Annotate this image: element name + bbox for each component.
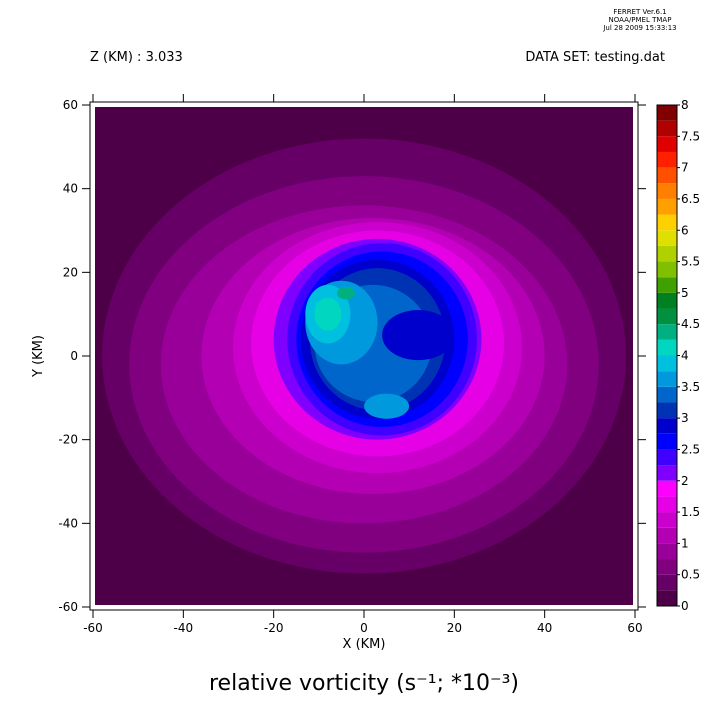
x-tick-label: -40 bbox=[174, 621, 194, 635]
contour-region bbox=[382, 309, 455, 361]
colorbar-swatch bbox=[657, 308, 677, 325]
colorbar-label: 1 bbox=[681, 536, 689, 550]
subtitle-left: Z (KM) : 3.033 bbox=[90, 50, 183, 65]
colorbar-swatch bbox=[657, 574, 677, 591]
colorbar-swatch bbox=[657, 230, 677, 246]
x-tick-label: 20 bbox=[447, 621, 462, 635]
x-tick-label: 0 bbox=[360, 621, 368, 635]
y-tick-label: 60 bbox=[63, 98, 78, 112]
colorbar-label: 8 bbox=[681, 98, 689, 112]
colorbar-swatch bbox=[657, 418, 677, 434]
colorbar-swatch bbox=[657, 355, 677, 372]
colorbar-swatch bbox=[657, 512, 677, 528]
y-axis-label: Y (KM) bbox=[31, 335, 46, 378]
colorbar-swatch bbox=[657, 339, 677, 356]
colorbar-label: 7.5 bbox=[681, 129, 700, 143]
x-tick-label: -20 bbox=[264, 621, 284, 635]
y-tick-label: -20 bbox=[58, 433, 78, 447]
subtitle-right: DATA SET: testing.dat bbox=[525, 50, 665, 65]
contour-region bbox=[364, 393, 410, 419]
header-line: FERRET Ver.6.1 bbox=[613, 8, 666, 16]
colorbar-label: 7 bbox=[681, 161, 689, 175]
colorbar-swatch bbox=[657, 292, 677, 309]
header-line: NOAA/PMEL TMAP bbox=[609, 16, 672, 24]
colorbar-label: 4 bbox=[681, 349, 689, 363]
colorbar-swatch bbox=[657, 543, 677, 560]
colorbar-label: 6 bbox=[681, 223, 689, 237]
colorbar-swatch bbox=[657, 559, 677, 575]
colorbar-label: 1.5 bbox=[681, 505, 700, 519]
colorbar-swatch bbox=[657, 386, 677, 403]
colorbar-label: 4.5 bbox=[681, 317, 700, 331]
colorbar-swatch bbox=[657, 183, 677, 199]
colorbar-label: 0 bbox=[681, 599, 689, 613]
colorbar-label: 6.5 bbox=[681, 192, 700, 206]
x-tick-label: 60 bbox=[627, 621, 642, 635]
chart-title: relative vorticity (s⁻¹; *10⁻³) bbox=[209, 671, 519, 696]
colorbar-label: 3 bbox=[681, 411, 689, 425]
colorbar-label: 3.5 bbox=[681, 380, 700, 394]
colorbar-swatch bbox=[657, 198, 677, 215]
colorbar-swatch bbox=[657, 167, 677, 184]
colorbar-swatch bbox=[657, 245, 677, 262]
colorbar-swatch bbox=[657, 402, 677, 419]
colorbar-swatch bbox=[657, 105, 677, 121]
y-tick-label: 40 bbox=[63, 182, 78, 196]
colorbar-swatch bbox=[657, 261, 677, 278]
colorbar-swatch bbox=[657, 214, 677, 231]
colorbar-swatch bbox=[657, 324, 677, 340]
colorbar-swatch bbox=[657, 590, 677, 606]
colorbar-label: 2 bbox=[681, 474, 689, 488]
colorbar-swatch bbox=[657, 277, 677, 293]
colorbar-swatch bbox=[657, 480, 677, 497]
y-tick-label: 20 bbox=[63, 265, 78, 279]
contour-region bbox=[314, 297, 342, 331]
colorbar-label: 5 bbox=[681, 286, 689, 300]
header-line: Jul 28 2009 15:33:13 bbox=[602, 24, 676, 32]
colorbar-label: 0.5 bbox=[681, 568, 700, 582]
colorbar-swatch bbox=[657, 449, 677, 466]
colorbar-swatch bbox=[657, 120, 677, 137]
colorbar-label: 5.5 bbox=[681, 255, 700, 269]
x-tick-label: 40 bbox=[537, 621, 552, 635]
colorbar-swatch bbox=[657, 371, 677, 387]
y-tick-label: -60 bbox=[58, 600, 78, 614]
colorbar-swatch bbox=[657, 136, 677, 152]
contour-field bbox=[93, 105, 635, 607]
colorbar-swatch bbox=[657, 465, 677, 481]
x-axis-label: X (KM) bbox=[343, 637, 386, 652]
colorbar-swatch bbox=[657, 496, 677, 513]
colorbar-label: 2.5 bbox=[681, 442, 700, 456]
colorbar-swatch bbox=[657, 151, 677, 168]
y-tick-label: 0 bbox=[70, 349, 78, 363]
y-tick-label: -40 bbox=[58, 516, 78, 530]
colorbar-swatch bbox=[657, 527, 677, 544]
colorbar-swatch bbox=[657, 433, 677, 450]
x-tick-label: -60 bbox=[83, 621, 103, 635]
plot-inner-frame bbox=[91, 103, 637, 609]
contour-region bbox=[336, 286, 355, 300]
